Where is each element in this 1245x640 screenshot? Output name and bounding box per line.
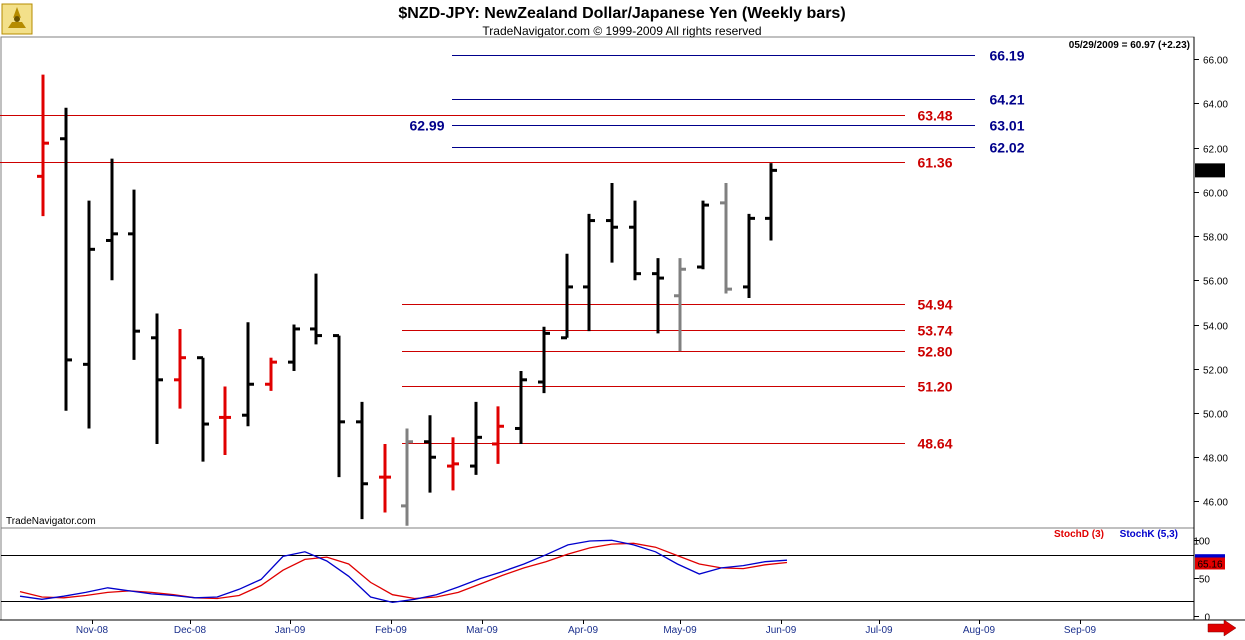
price-bar (561, 253, 573, 340)
chart-title: $NZD-JPY: NewZealand Dollar/Japanese Yen… (398, 5, 845, 22)
level-label: 64.21 (989, 92, 1024, 108)
price-bar (356, 401, 368, 520)
stoch-tick-label: 100 (1193, 537, 1210, 548)
price-bar (151, 313, 163, 444)
x-tick-label: Feb-09 (375, 625, 407, 636)
price-bar (538, 326, 550, 394)
level-label: 62.02 (989, 140, 1024, 156)
price-bar (106, 158, 118, 281)
y-tick-label: 52.00 (1203, 366, 1228, 377)
y-tick-label: 66.00 (1203, 56, 1228, 67)
x-tick-label: Aug-09 (963, 625, 996, 636)
y-tick-label: 56.00 (1203, 277, 1228, 288)
price-bar (310, 273, 322, 345)
price-bar (492, 406, 504, 464)
x-tick-label: Apr-09 (568, 625, 598, 636)
level-label: 54.94 (917, 297, 952, 313)
price-bar (720, 182, 732, 294)
price-bar (583, 213, 595, 332)
price-bar (652, 258, 664, 334)
stochk-last-box (1195, 554, 1225, 561)
y-tick-label: 62.00 (1203, 145, 1228, 156)
x-tick-label: Nov-08 (76, 625, 109, 636)
copyright-text: TradeNavigator.com © 1999-2009 All right… (482, 24, 761, 38)
price-bar (606, 182, 618, 263)
level-label: 52.80 (917, 344, 952, 360)
last-value-label: 60.97 (1197, 166, 1222, 177)
price-bar (83, 200, 95, 429)
price-bar (401, 428, 413, 526)
stochk-line (19, 539, 788, 604)
price-bar (674, 258, 686, 352)
x-tick-label: Mar-09 (466, 625, 498, 636)
x-tick-label: Sep-09 (1064, 625, 1097, 636)
price-bar (424, 415, 436, 493)
price-bar (697, 200, 709, 270)
price-bar (37, 74, 49, 217)
level-left-label: 62.99 (409, 118, 444, 134)
y-tick-label: 48.00 (1203, 454, 1228, 465)
price-bars (37, 74, 777, 526)
price-bar (60, 107, 72, 411)
price-bar (219, 386, 231, 456)
level-label: 66.19 (989, 48, 1024, 64)
y-tick-label: 46.00 (1203, 498, 1228, 509)
price-bar (128, 189, 140, 360)
price-bar (515, 370, 527, 444)
price-bar (379, 443, 391, 513)
x-tick-label: Dec-08 (174, 625, 207, 636)
stochastic-y-axis: 0 50 100 65.16 (1193, 537, 1225, 624)
level-label: 63.01 (989, 118, 1024, 134)
stochd-last-label: 65.16 (1197, 560, 1222, 571)
last-quote: 05/29/2009 = 60.97 (+2.23) (1069, 40, 1190, 51)
y-tick-label: 60.00 (1203, 189, 1228, 200)
y-tick-label: 50.00 (1203, 410, 1228, 421)
price-bar (265, 357, 277, 391)
scroll-right-arrow[interactable] (1207, 619, 1237, 637)
stoch-tick-label: 0 (1204, 613, 1210, 624)
price-bar (242, 322, 254, 427)
x-tick-label: May-09 (663, 625, 697, 636)
price-bar (447, 437, 459, 491)
price-bar (333, 334, 345, 478)
x-axis: Nov-08 Dec-08 Jan-09 Feb-09 Mar-09 Apr-09 May-… (76, 620, 1097, 636)
y-tick-label: 54.00 (1203, 322, 1228, 333)
level-lines: 66.19 64.21 63.48 63.01 62.99 62.02 61.36 54.94… (0, 48, 1025, 452)
legend-stochk: StochK (5,3) (1120, 529, 1178, 540)
stoch-tick-label: 50 (1199, 575, 1211, 586)
level-label: 53.74 (917, 323, 952, 339)
watermark: TradeNavigator.com (6, 516, 96, 527)
price-bar (765, 163, 777, 241)
legend-stochd: StochD (3) (1054, 529, 1104, 540)
x-tick-label: Jan-09 (275, 625, 306, 636)
stochd-last-box (1195, 557, 1225, 570)
price-bar (743, 213, 755, 298)
stochastic-lines (1, 539, 1194, 604)
level-label: 63.48 (917, 108, 952, 124)
price-bar (197, 356, 209, 462)
price-bar (288, 324, 300, 371)
price-bar (174, 328, 186, 409)
y-tick-label: 64.00 (1203, 100, 1228, 111)
price-y-axis: 46.00 48.00 50.00 52.00 54.00 56.00 58.00 60.00… (1194, 56, 1228, 509)
compass-logo (1, 3, 33, 35)
last-value-box (1195, 163, 1225, 178)
x-tick-label: Jun-09 (766, 625, 797, 636)
level-label: 48.64 (917, 436, 952, 452)
level-label: 61.36 (917, 155, 952, 171)
price-bar (629, 200, 641, 281)
y-tick-label: 58.00 (1203, 233, 1228, 244)
stochd-line (19, 542, 788, 600)
price-bar (470, 401, 482, 475)
level-label: 51.20 (917, 379, 952, 395)
x-tick-label: Jul-09 (865, 625, 893, 636)
